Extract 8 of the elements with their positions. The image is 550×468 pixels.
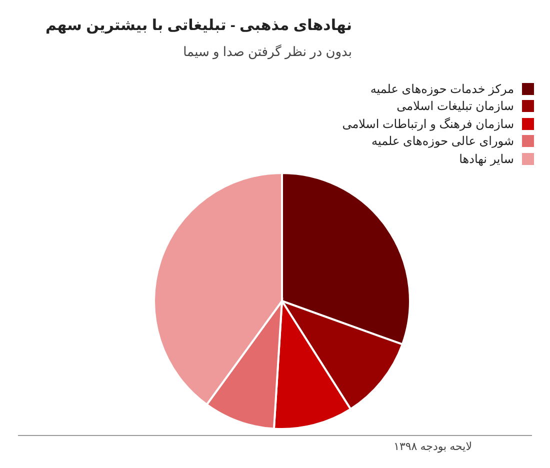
legend-label: سازمان تبلیغات اسلامی: [396, 99, 514, 114]
chart-title: نهادهای مذهبی - تبلیغاتی با بیشترین سهم: [46, 16, 352, 34]
chart-subtitle: بدون در نظر گرفتن صدا و سیما: [183, 44, 352, 60]
legend-label: شورای عالی حوزه‌های علمیه: [372, 134, 514, 148]
legend-label: سازمان فرهنگ و ارتباطات اسلامی: [342, 116, 514, 131]
legend-label: مرکز خدمات حوزه‌های علمیه: [370, 82, 514, 96]
text: لایحه بودجه ۱۳۹۸: [394, 440, 472, 453]
legend-label: سایر نهادها: [459, 152, 514, 166]
